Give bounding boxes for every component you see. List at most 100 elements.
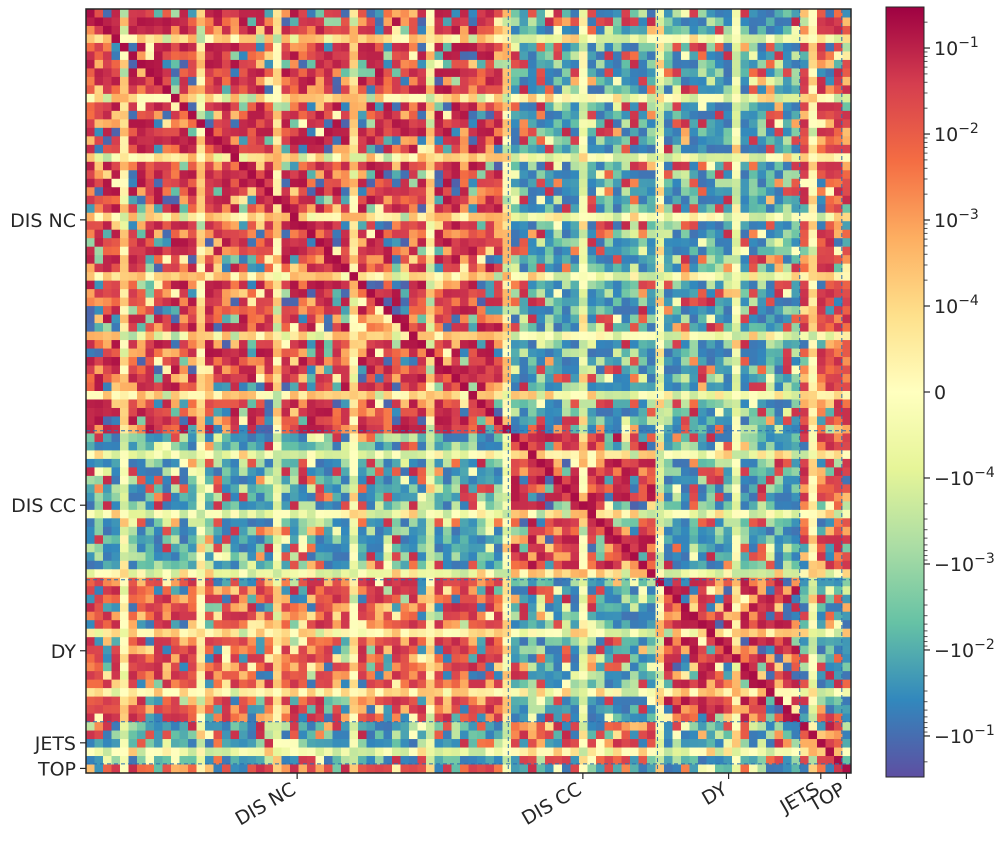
heatmap-cell (613, 85, 623, 95)
heatmap-cell (460, 391, 470, 401)
heatmap-cell (281, 153, 291, 163)
heatmap-cell (638, 153, 648, 163)
heatmap-cell (205, 178, 215, 188)
heatmap-cell (128, 391, 138, 401)
heatmap-cell (715, 323, 725, 333)
heatmap-cell (324, 17, 334, 27)
heatmap-cell (664, 272, 674, 282)
heatmap-cell (630, 9, 640, 19)
heatmap-cell (723, 212, 733, 222)
heatmap-cell (706, 450, 716, 460)
heatmap-cell (332, 229, 342, 239)
heatmap-cell (315, 93, 325, 103)
heatmap-cell (791, 204, 801, 214)
heatmap-cell (528, 289, 538, 299)
heatmap-cell (706, 348, 716, 358)
heatmap-cell (188, 238, 198, 248)
heatmap-cell (562, 255, 572, 265)
heatmap-cell (443, 289, 453, 299)
heatmap-cell (842, 450, 851, 460)
heatmap-cell (817, 246, 827, 256)
heatmap-cell (111, 42, 121, 53)
heatmap-cell (621, 144, 631, 154)
heatmap-cell (477, 450, 487, 460)
heatmap-cell (451, 458, 461, 468)
heatmap-cell (239, 144, 249, 154)
heatmap-cell (281, 42, 291, 53)
heatmap-cell (239, 374, 249, 384)
heatmap-cell (426, 450, 436, 460)
heatmap-cell (519, 399, 529, 409)
heatmap-cell (273, 280, 283, 290)
heatmap-cell (732, 433, 742, 443)
heatmap-cell (111, 441, 121, 452)
heatmap-cell (349, 59, 359, 70)
heatmap-cell (375, 467, 385, 477)
heatmap-cell (298, 433, 308, 443)
heatmap-cell (740, 102, 750, 112)
heatmap-cell (757, 280, 767, 290)
heatmap-cell (749, 9, 759, 19)
heatmap-cell (281, 357, 291, 367)
heatmap-cell (94, 17, 104, 27)
heatmap-cell (842, 263, 851, 273)
heatmap-cell (825, 323, 835, 333)
heatmap-cell (723, 17, 733, 27)
heatmap-cell (468, 161, 478, 171)
heatmap-cell (681, 450, 691, 460)
heatmap-cell (307, 221, 317, 231)
heatmap-cell (171, 59, 181, 70)
heatmap-cell (664, 170, 674, 180)
heatmap-cell (162, 433, 172, 443)
heatmap-cell (774, 365, 784, 375)
heatmap-cell (485, 178, 495, 188)
heatmap-cell (647, 255, 657, 265)
heatmap-cell (230, 331, 240, 341)
heatmap-cell (791, 348, 801, 358)
heatmap-cell (290, 51, 300, 61)
heatmap-cell (774, 161, 784, 171)
heatmap-cell (120, 255, 130, 265)
heatmap-cell (290, 17, 300, 27)
heatmap-cell (732, 17, 742, 27)
heatmap-cell (715, 170, 725, 180)
heatmap-cell (366, 93, 376, 103)
heatmap-cell (324, 221, 334, 231)
heatmap-cell (239, 340, 249, 350)
heatmap-cell (485, 195, 495, 205)
heatmap-cell (715, 119, 725, 129)
heatmap-cell (817, 85, 827, 95)
heatmap-cell (766, 306, 776, 316)
heatmap-cell (570, 263, 580, 273)
heatmap-cell (587, 382, 597, 392)
heatmap-cell (256, 467, 266, 477)
heatmap-cell (553, 85, 563, 95)
heatmap-cell (749, 17, 759, 27)
heatmap-cell (315, 110, 325, 120)
heatmap-cell (723, 59, 733, 70)
heatmap-cell (570, 51, 580, 61)
heatmap-cell (817, 76, 827, 86)
heatmap-cell (664, 17, 674, 27)
heatmap-cell (417, 144, 427, 154)
heatmap-cell (553, 34, 563, 44)
heatmap-cell (834, 374, 844, 384)
heatmap-cell (715, 25, 725, 36)
heatmap-cell (825, 424, 835, 435)
heatmap-cell (783, 340, 793, 350)
heatmap-cell (341, 280, 351, 290)
heatmap-cell (400, 365, 410, 375)
heatmap-cell (171, 170, 181, 180)
heatmap-cell (494, 42, 504, 53)
heatmap-cell (698, 407, 708, 418)
heatmap-cell (315, 382, 325, 392)
heatmap-cell (392, 42, 402, 53)
heatmap-cell (137, 365, 147, 375)
heatmap-cell (757, 323, 767, 333)
heatmap-cell (434, 297, 444, 307)
heatmap-cell (426, 255, 436, 265)
heatmap-cell (647, 161, 657, 171)
heatmap-cell (579, 34, 589, 44)
heatmap-cell (162, 340, 172, 350)
heatmap-cell (494, 467, 504, 477)
